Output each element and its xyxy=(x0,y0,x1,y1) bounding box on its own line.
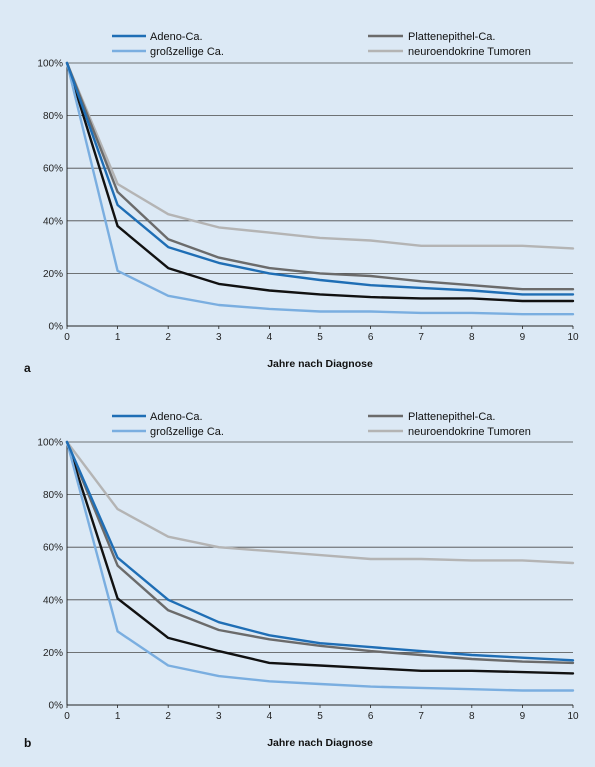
series-line-4 xyxy=(65,61,575,303)
series-line-4 xyxy=(65,440,575,675)
x-tick-label: 2 xyxy=(165,711,171,722)
x-tick-label: 7 xyxy=(418,711,424,722)
y-tick-label: 0% xyxy=(49,701,64,712)
legend-label: großzellige Ca. xyxy=(150,426,224,438)
legend-label: Plattenepithel-Ca. xyxy=(408,31,495,43)
series-line-2 xyxy=(65,440,575,665)
y-tick-label: 100% xyxy=(37,59,63,70)
x-tick-label: 5 xyxy=(317,332,323,343)
x-tick-label: 2 xyxy=(165,332,171,343)
x-tick-label: 0 xyxy=(64,332,70,343)
x-axis-label: Jahre nach Diagnose xyxy=(267,358,373,370)
y-tick-label: 80% xyxy=(43,111,63,122)
y-tick-label: 60% xyxy=(43,543,63,554)
series-line-0 xyxy=(65,440,575,662)
legend-label: Adeno-Ca. xyxy=(150,31,203,43)
y-tick-label: 40% xyxy=(43,216,63,227)
x-tick-label: 9 xyxy=(520,711,526,722)
legend-label: großzellige Ca. xyxy=(150,46,224,58)
series-line-3 xyxy=(65,61,575,250)
series-line-1 xyxy=(65,440,575,692)
y-tick-label: 20% xyxy=(43,648,63,659)
series-line-2 xyxy=(65,61,575,291)
x-tick-label: 4 xyxy=(267,332,273,343)
legend-label: neuroendokrine Tumoren xyxy=(408,426,531,438)
x-tick-label: 5 xyxy=(317,711,323,722)
y-tick-label: 100% xyxy=(37,438,63,449)
x-tick-label: 4 xyxy=(267,711,273,722)
y-tick-label: 80% xyxy=(43,490,63,501)
legend-label: Adeno-Ca. xyxy=(150,411,203,423)
x-tick-label: 0 xyxy=(64,711,70,722)
panel-letter: a xyxy=(24,361,31,375)
x-tick-label: 8 xyxy=(469,711,475,722)
y-tick-label: 40% xyxy=(43,595,63,606)
x-tick-label: 6 xyxy=(368,711,374,722)
x-tick-label: 9 xyxy=(520,332,526,343)
x-tick-label: 10 xyxy=(567,711,579,722)
legend-label: Plattenepithel-Ca. xyxy=(408,411,495,423)
x-tick-label: 1 xyxy=(115,711,121,722)
x-tick-label: 3 xyxy=(216,332,222,343)
x-axis-label: Jahre nach Diagnose xyxy=(267,737,373,749)
x-tick-label: 7 xyxy=(418,332,424,343)
x-tick-label: 3 xyxy=(216,711,222,722)
x-tick-label: 8 xyxy=(469,332,475,343)
panel-letter: b xyxy=(24,736,31,750)
series-line-0 xyxy=(65,61,575,296)
y-tick-label: 20% xyxy=(43,269,63,280)
series-line-3 xyxy=(65,440,575,565)
x-tick-label: 1 xyxy=(115,332,121,343)
y-tick-label: 60% xyxy=(43,164,63,175)
series-line-1 xyxy=(65,61,575,316)
x-tick-label: 6 xyxy=(368,332,374,343)
legend-label: neuroendokrine Tumoren xyxy=(408,46,531,58)
y-tick-label: 0% xyxy=(49,322,64,333)
x-tick-label: 10 xyxy=(567,332,579,343)
